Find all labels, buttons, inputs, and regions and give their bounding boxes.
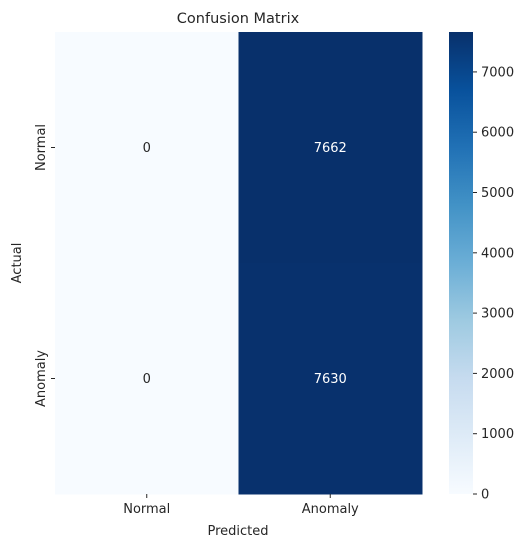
colorbar-tick-label: 4000 [481,246,514,261]
heatmap-cell [55,263,239,495]
cell-annotation: 0 [143,141,151,156]
x-tick-label: Anomaly [302,502,359,517]
colorbar-tick-label: 6000 [481,126,514,141]
heatmap-cell [238,32,423,264]
colorbar-tick-label: 5000 [481,186,514,201]
colorbar [449,32,473,494]
chart-title: Confusion Matrix [177,11,300,27]
x-axis-label: Predicted [207,524,268,539]
colorbar-tick-label: 7000 [481,65,514,80]
y-tick-label: Anomaly [34,350,49,407]
x-tick-label: Normal [123,502,170,517]
heatmap-cell [238,263,423,495]
colorbar-tick-label: 3000 [481,307,514,322]
y-axis-ticks: Normal Anomaly [34,124,55,407]
colorbar-ticks: 0 1000 2000 3000 4000 5000 6000 7000 [473,65,514,503]
x-axis-ticks: Normal Anomaly [123,494,359,517]
y-axis-label: Actual [10,243,25,284]
cell-annotation: 7662 [314,141,347,156]
y-tick-label: Normal [34,124,49,171]
cell-annotations: 0 7662 0 7630 [143,141,347,387]
colorbar-tick-label: 0 [481,488,489,503]
colorbar-tick-label: 2000 [481,367,514,382]
cell-annotation: 0 [143,372,151,387]
colorbar-tick-label: 1000 [481,427,514,442]
heatmap-cells [55,32,423,495]
heatmap-cell [55,32,239,264]
cell-annotation: 7630 [314,372,347,387]
